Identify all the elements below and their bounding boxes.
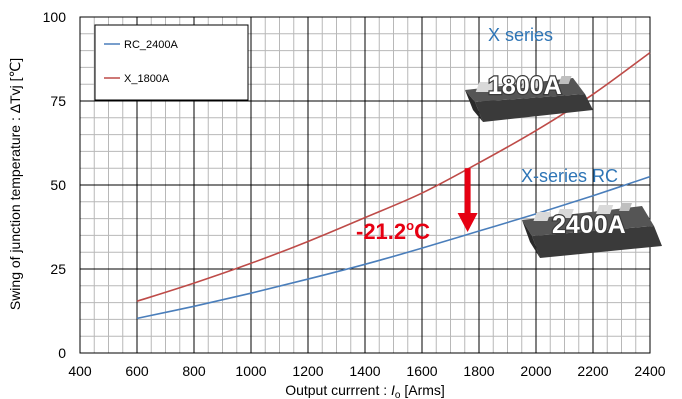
- x-axis-title-symbol: I: [391, 382, 395, 398]
- rc-series-module-label: 2400A: [552, 211, 626, 239]
- legend-text-x: X_1800A: [124, 73, 170, 85]
- x-axis-title: Output currrent : Io [Arms]: [285, 382, 445, 399]
- series-line-rc-2400a: [136, 175, 651, 320]
- y-tick-labels: 0 25 50 75 100: [43, 9, 67, 361]
- x-tick-label: 1200: [292, 363, 323, 379]
- legend-box: [94, 24, 249, 101]
- y-axis-title: Swing of junction temperature : ΔTvj [℃]: [7, 58, 23, 310]
- x-tick-label: 800: [182, 363, 206, 379]
- x-tick-label: 2400: [634, 363, 665, 379]
- x-axis-title-subscript: o: [395, 390, 401, 399]
- x-tick-label: 400: [68, 363, 92, 379]
- y-tick-label: 100: [43, 9, 67, 25]
- delta-degree: o: [406, 218, 414, 233]
- rc-series-label: X-series RC: [521, 166, 618, 186]
- y-tick-label: 75: [50, 93, 66, 109]
- x-axis-title-suffix: [Arms]: [400, 382, 444, 398]
- major-grid: [80, 17, 650, 353]
- rc-series-module-icon: [522, 203, 662, 258]
- x-series-label: X series: [488, 25, 553, 45]
- delta-arrow-shaft: [464, 168, 471, 215]
- plot-frame: [79, 16, 651, 354]
- delta-arrow: [457, 168, 478, 233]
- delta-arrow-head: [457, 213, 478, 233]
- x-tick-label: 1800: [463, 363, 494, 379]
- x-tick-label: 2000: [520, 363, 551, 379]
- x-tick-label: 600: [125, 363, 149, 379]
- delta-unit: C: [414, 219, 430, 244]
- delta-value: -21.2: [356, 219, 406, 244]
- x-tick-labels: 400 600 800 1000 1200 1400 1600 1800 2000 2200 240…: [68, 363, 665, 379]
- delta-annotation: -21.2oC: [356, 218, 430, 244]
- x-tick-label: 2200: [577, 363, 608, 379]
- y-tick-label: 50: [50, 177, 66, 193]
- x-series-module-icon: [465, 76, 593, 122]
- x-tick-label: 1400: [349, 363, 380, 379]
- x-tick-label: 1000: [235, 363, 266, 379]
- y-tick-label: 0: [58, 345, 66, 361]
- x-axis-title-prefix: Output currrent :: [285, 382, 391, 398]
- legend: RC_2400A X_1800A: [94, 24, 249, 101]
- x-tick-label: 1600: [406, 363, 437, 379]
- x-series-module-label: 1800A: [488, 72, 562, 100]
- y-tick-label: 25: [50, 261, 66, 277]
- legend-text-rc: RC_2400A: [124, 39, 178, 51]
